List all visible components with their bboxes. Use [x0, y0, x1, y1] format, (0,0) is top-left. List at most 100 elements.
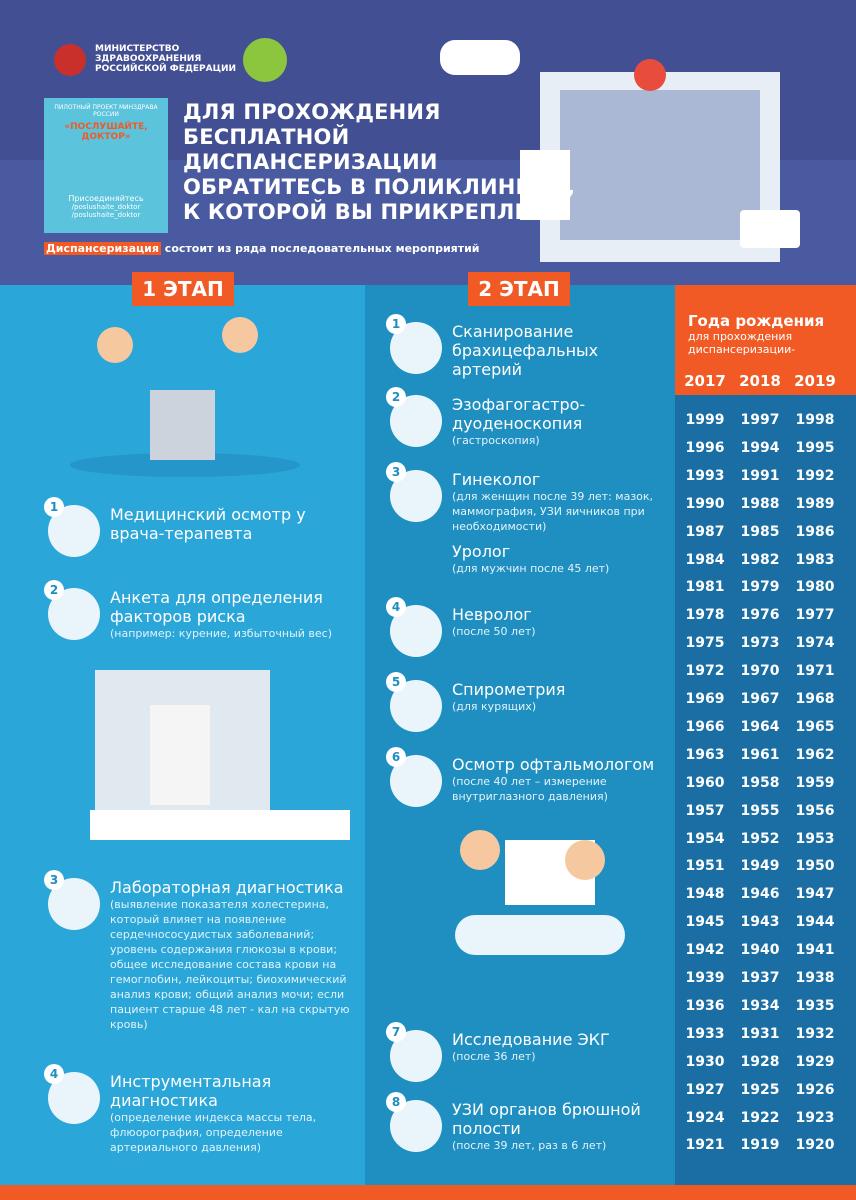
- year-cell: 1920: [795, 1137, 835, 1154]
- item-text: УЗИ органов брюшной полости (после 39 лет…: [452, 1100, 662, 1153]
- year-cell: 1945: [685, 914, 725, 931]
- year-cell: 1929: [795, 1053, 835, 1070]
- year-cell: 1933: [685, 1025, 725, 1042]
- year-cell: 1931: [740, 1025, 780, 1042]
- ministry-line: ЗДРАВООХРАНЕНИЯ: [95, 54, 202, 64]
- year-cell: 1963: [685, 746, 725, 763]
- item-title: Осмотр офтальмологом: [452, 755, 655, 774]
- year-cell: 1926: [795, 1081, 835, 1098]
- emblem: [54, 44, 86, 76]
- item-title: УЗИ органов брюшной полости: [452, 1100, 641, 1138]
- year-cell: 1979: [740, 579, 780, 596]
- year-column: 2019: [794, 372, 836, 390]
- item-text: Осмотр офтальмологом (после 40 лет – изме…: [452, 755, 662, 804]
- stage2-art: [455, 830, 625, 955]
- item-text: Инструментальная диагностика (определение…: [110, 1072, 355, 1155]
- item-number: 1: [386, 314, 406, 334]
- year-cell: 1949: [740, 858, 780, 875]
- year-cell: 1960: [685, 774, 725, 791]
- years-panel: [675, 285, 856, 1185]
- year-cell: 1997: [740, 412, 780, 428]
- subtitle: Диспансеризация состоит из ряда последов…: [44, 242, 480, 255]
- item-title: Гинеколог: [452, 470, 541, 489]
- year-column: 2017: [684, 372, 726, 390]
- year-cell: 1965: [795, 718, 835, 735]
- doctors: [44, 142, 168, 194]
- item-text: Гинеколог (для женщин после 39 лет: мазок…: [452, 470, 662, 576]
- subtitle-highlight: Диспансеризация: [44, 242, 161, 255]
- logo: [243, 38, 287, 82]
- year-cell: 1995: [795, 439, 835, 456]
- year-cell: 1980: [795, 579, 835, 596]
- year-column: 2018: [739, 372, 781, 390]
- year-cell: 1955: [740, 802, 780, 819]
- item-title: Невролог: [452, 605, 532, 624]
- ministry-line: РОССИЙСКОЙ ФЕДЕРАЦИИ: [95, 64, 237, 74]
- item-note: (после 50 лет): [452, 625, 536, 638]
- year-cell: 1919: [740, 1137, 780, 1154]
- year-cell: 1924: [685, 1109, 725, 1126]
- year-cell: 1971: [795, 663, 835, 680]
- subtitle-text: состоит из ряда последовательных меропри…: [164, 242, 480, 255]
- years-title: Года рождения: [688, 312, 825, 330]
- year-cell: 1977: [795, 607, 835, 624]
- item-title: Лабораторная диагностика: [110, 878, 344, 897]
- cross-sign: [634, 59, 666, 91]
- year-cell: 1956: [795, 802, 835, 819]
- item-note: (после 39 лет, раз в 6 лет): [452, 1139, 607, 1152]
- item-note: (определение индекса массы тела, флюорог…: [110, 1111, 317, 1154]
- year-cell: 1941: [795, 942, 835, 959]
- project-link[interactable]: /poslushaite_doktor: [71, 203, 141, 211]
- year-cell: 1998: [795, 412, 835, 428]
- year-cell: 1964: [740, 718, 780, 735]
- year-cell: 1972: [685, 663, 725, 680]
- project-poster: ПИЛОТНЫЙ ПРОЕКТ МИНЗДРАВА РОССИИ «ПОСЛУШ…: [44, 98, 168, 233]
- footer-strip: [0, 1185, 856, 1200]
- year-cell: 1978: [685, 607, 725, 624]
- clipboard: [520, 150, 570, 220]
- item-title: Инструментальная диагностика: [110, 1072, 272, 1110]
- year-cell: 1989: [795, 495, 835, 512]
- item-number: 3: [386, 462, 406, 482]
- project-link[interactable]: /poslushaite_doktor: [71, 211, 141, 219]
- item-number: 8: [386, 1092, 406, 1112]
- year-cell: 1983: [795, 551, 835, 568]
- item-note: (для курящих): [452, 700, 537, 713]
- ministry: МИНИСТЕРСТВО ЗДРАВООХРАНЕНИЯ РОССИЙСКОЙ …: [95, 44, 236, 74]
- item-title: Исследование ЭКГ: [452, 1030, 610, 1049]
- year-cell: 1951: [685, 858, 725, 875]
- item-number: 2: [44, 580, 64, 600]
- years-titles: Года рождения для прохождения диспансери…: [688, 312, 824, 356]
- title-line: ДЛЯ ПРОХОЖДЕНИЯ: [183, 100, 441, 124]
- patient: [565, 840, 605, 880]
- title-line: ДИСПАНСЕРИЗАЦИИ: [183, 150, 438, 174]
- year-cell: 1942: [685, 942, 725, 959]
- year-cell: 1940: [740, 942, 780, 959]
- item-text: Сканирование брахицефальных артерий: [452, 322, 662, 379]
- project-name: «ПОСЛУШАЙТЕ, ДОКТОР»: [64, 122, 148, 142]
- year-cell: 1981: [685, 579, 725, 596]
- patient: [97, 327, 133, 363]
- header-art: [0, 38, 856, 285]
- year-cell: 1934: [740, 997, 780, 1014]
- years-subtitle: для прохождения диспансеризации-: [688, 330, 796, 356]
- ambulance: [740, 210, 800, 248]
- item-text: Исследование ЭКГ (после 36 лет): [452, 1030, 662, 1064]
- year-cell: 1932: [795, 1025, 835, 1042]
- year-cell: 1935: [795, 997, 835, 1014]
- title-line: К КОТОРОЙ ВЫ ПРИКРЕПЛЕНЫ: [183, 200, 569, 224]
- year-cell: 1966: [685, 718, 725, 735]
- item-note: (для женщин после 39 лет: мазок, маммогр…: [452, 490, 654, 533]
- year-cell: 1987: [685, 523, 725, 540]
- year-cell: 1928: [740, 1053, 780, 1070]
- year-cell: 1974: [795, 635, 835, 652]
- year-cell: 1990: [685, 495, 725, 512]
- year-cell: 1992: [795, 467, 835, 484]
- year-cell: 1921: [685, 1137, 725, 1154]
- year-cell: 1994: [740, 439, 780, 456]
- year-cell: 1939: [685, 970, 725, 986]
- year-cell: 1936: [685, 997, 725, 1014]
- year-cell: 1943: [740, 914, 780, 931]
- item-note: (после 36 лет): [452, 1050, 536, 1063]
- doctor: [222, 317, 258, 353]
